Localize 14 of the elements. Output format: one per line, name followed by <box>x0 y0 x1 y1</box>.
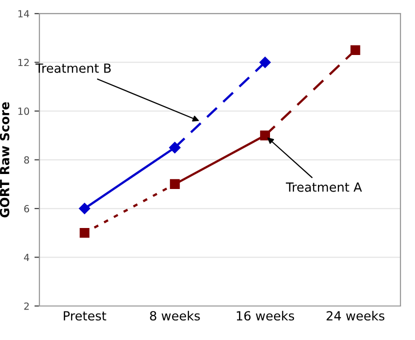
y-axis-title: GORT Raw Score <box>0 102 10 218</box>
y-tick-label: 14 <box>18 10 30 18</box>
text: Treatment B <box>35 64 111 73</box>
x-tick-label: Pretest <box>64 311 106 321</box>
y-tick-label: 2 <box>24 302 29 310</box>
y-tick-label: 10 <box>18 108 30 115</box>
y-tick-label: 8 <box>24 156 30 164</box>
x-tick-label: 8 weeks <box>150 310 200 321</box>
text: Treatment A <box>286 182 362 192</box>
x-tick-label: 24 weeks <box>326 310 384 321</box>
y-tick-label: 12 <box>18 58 29 66</box>
x-tick-label: 16 weeks <box>236 310 294 321</box>
y-tick-label: 6 <box>24 205 30 212</box>
y-tick-label: 4 <box>24 254 30 261</box>
